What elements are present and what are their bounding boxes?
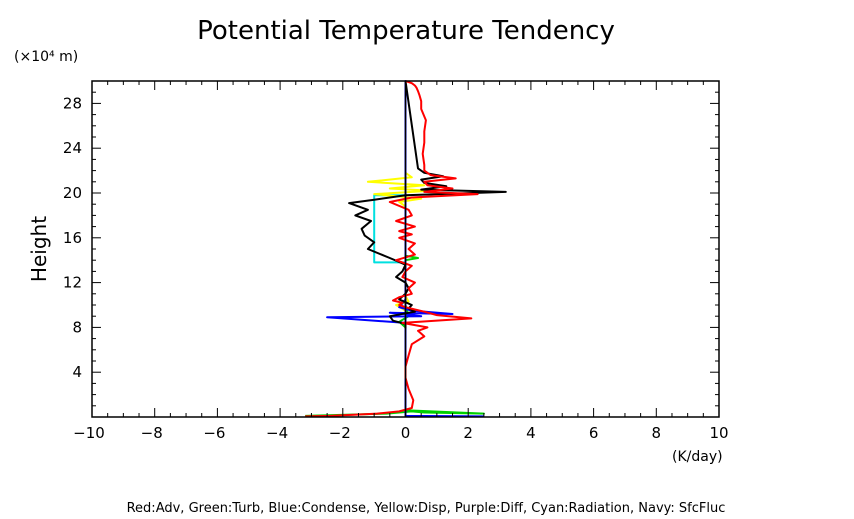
y-tick-label: 20 [63,184,82,202]
x-tick-label: 2 [463,424,473,442]
y-unit-label: (×10⁴ m) [14,49,78,65]
series-line-yellow [366,81,432,412]
footer-legend: Red:Adv, Green:Turb, Blue:Condense, Yell… [127,501,726,516]
x-tick-label: −4 [266,424,288,442]
series-line-cyan [373,81,407,412]
x-axis-label: (K/day) [672,449,723,465]
y-tick-label: 8 [72,318,82,336]
y-tick-label: 16 [63,229,82,247]
x-tick-label: −6 [203,424,225,442]
y-tick-label: 24 [63,139,82,157]
series-line-black [348,80,507,329]
y-tick-label: 4 [72,363,82,381]
x-tick-label: −10 [73,424,105,442]
x-tick-label: −2 [329,424,351,442]
x-tick-label: 0 [401,424,411,442]
x-tick-label: 4 [526,424,536,442]
x-tick-label: 8 [652,424,662,442]
y-axis-label: Height [27,216,51,282]
y-tick-label: 28 [63,94,82,112]
series-line-red [305,80,479,418]
x-tick-label: 6 [589,424,599,442]
series-line-green [305,81,485,417]
x-tick-label: 10 [709,424,728,442]
y-tick-label: 12 [63,274,82,292]
chart-title: Potential Temperature Tendency [197,16,615,46]
x-tick-label: −8 [141,424,163,442]
